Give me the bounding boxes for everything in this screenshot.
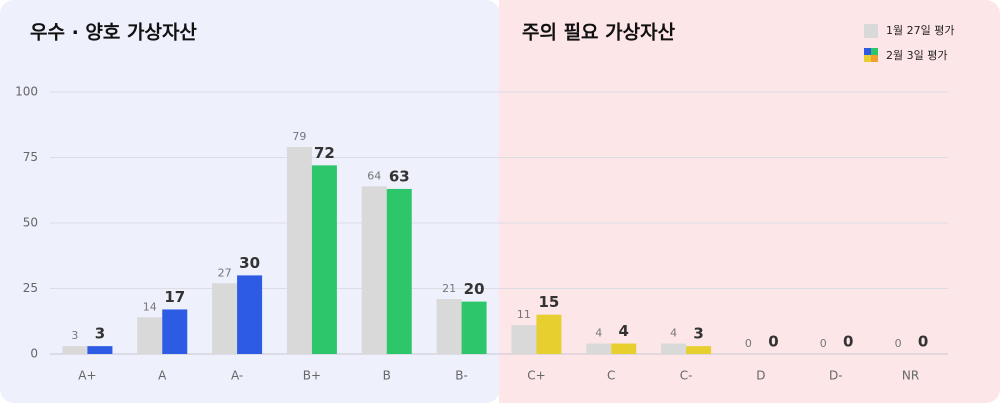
x-tick-label: C- <box>680 369 693 383</box>
bar <box>237 275 263 354</box>
y-tick-label: 75 <box>23 150 38 164</box>
x-tick-label: D <box>756 369 765 383</box>
bar <box>87 346 113 354</box>
x-tick-label: C+ <box>527 369 545 383</box>
bar <box>661 343 687 354</box>
data-label: 0 <box>918 333 928 351</box>
data-label: 15 <box>538 293 559 311</box>
legend-label: 1월 27일 평가 <box>886 23 954 37</box>
data-label: 4 <box>595 327 602 340</box>
data-label: 79 <box>292 130 306 143</box>
bar <box>62 346 88 354</box>
data-label: 4 <box>670 327 677 340</box>
x-tick-label: A- <box>231 369 243 383</box>
legend-swatch <box>864 24 878 38</box>
x-tick-label: B- <box>455 369 468 383</box>
panel-title: 우수 · 양호 가상자산 <box>30 22 197 44</box>
bar <box>686 346 712 354</box>
data-label: 0 <box>768 333 778 351</box>
panel-caution-edge <box>499 0 519 403</box>
bar <box>436 298 462 354</box>
data-label: 72 <box>314 144 335 162</box>
x-tick-label: B <box>383 369 391 383</box>
bar <box>361 186 387 354</box>
data-label: 3 <box>693 325 703 343</box>
bar <box>461 301 487 354</box>
data-label: 30 <box>239 254 260 272</box>
data-label: 14 <box>143 300 157 313</box>
data-label: 3 <box>71 329 78 342</box>
x-tick-label: D- <box>829 369 843 383</box>
bar <box>386 188 412 354</box>
data-label: 3 <box>95 325 105 343</box>
data-label: 0 <box>895 337 902 350</box>
legend-label: 2월 3일 평가 <box>886 48 947 62</box>
x-tick-label: C <box>607 369 615 383</box>
data-label: 27 <box>218 266 232 279</box>
data-label: 63 <box>389 167 410 185</box>
bar <box>137 317 163 354</box>
data-label: 0 <box>745 337 752 350</box>
data-label: 64 <box>367 169 381 182</box>
data-label: 0 <box>820 337 827 350</box>
data-label: 17 <box>164 288 185 306</box>
bar <box>586 343 612 354</box>
x-tick-label: A <box>158 369 167 383</box>
bar <box>536 314 562 354</box>
data-label: 21 <box>442 282 456 295</box>
panel-caution <box>499 0 1000 403</box>
data-label: 11 <box>517 308 531 321</box>
y-tick-label: 50 <box>23 216 38 230</box>
panel-title: 주의 필요 가상자산 <box>522 22 676 44</box>
legend-swatch <box>864 48 878 62</box>
bar <box>511 325 537 354</box>
y-tick-label: 25 <box>23 281 38 295</box>
data-label: 20 <box>464 280 485 298</box>
x-tick-label: NR <box>902 369 919 383</box>
bar <box>611 343 637 354</box>
x-tick-label: B+ <box>303 369 321 383</box>
data-label: 4 <box>619 322 629 340</box>
y-tick-label: 0 <box>30 347 38 361</box>
y-tick-label: 100 <box>15 85 38 99</box>
x-tick-label: A+ <box>78 369 96 383</box>
bar <box>162 309 188 354</box>
bar <box>311 165 337 354</box>
bar <box>286 147 312 354</box>
bar <box>212 283 238 354</box>
data-label: 0 <box>843 333 853 351</box>
